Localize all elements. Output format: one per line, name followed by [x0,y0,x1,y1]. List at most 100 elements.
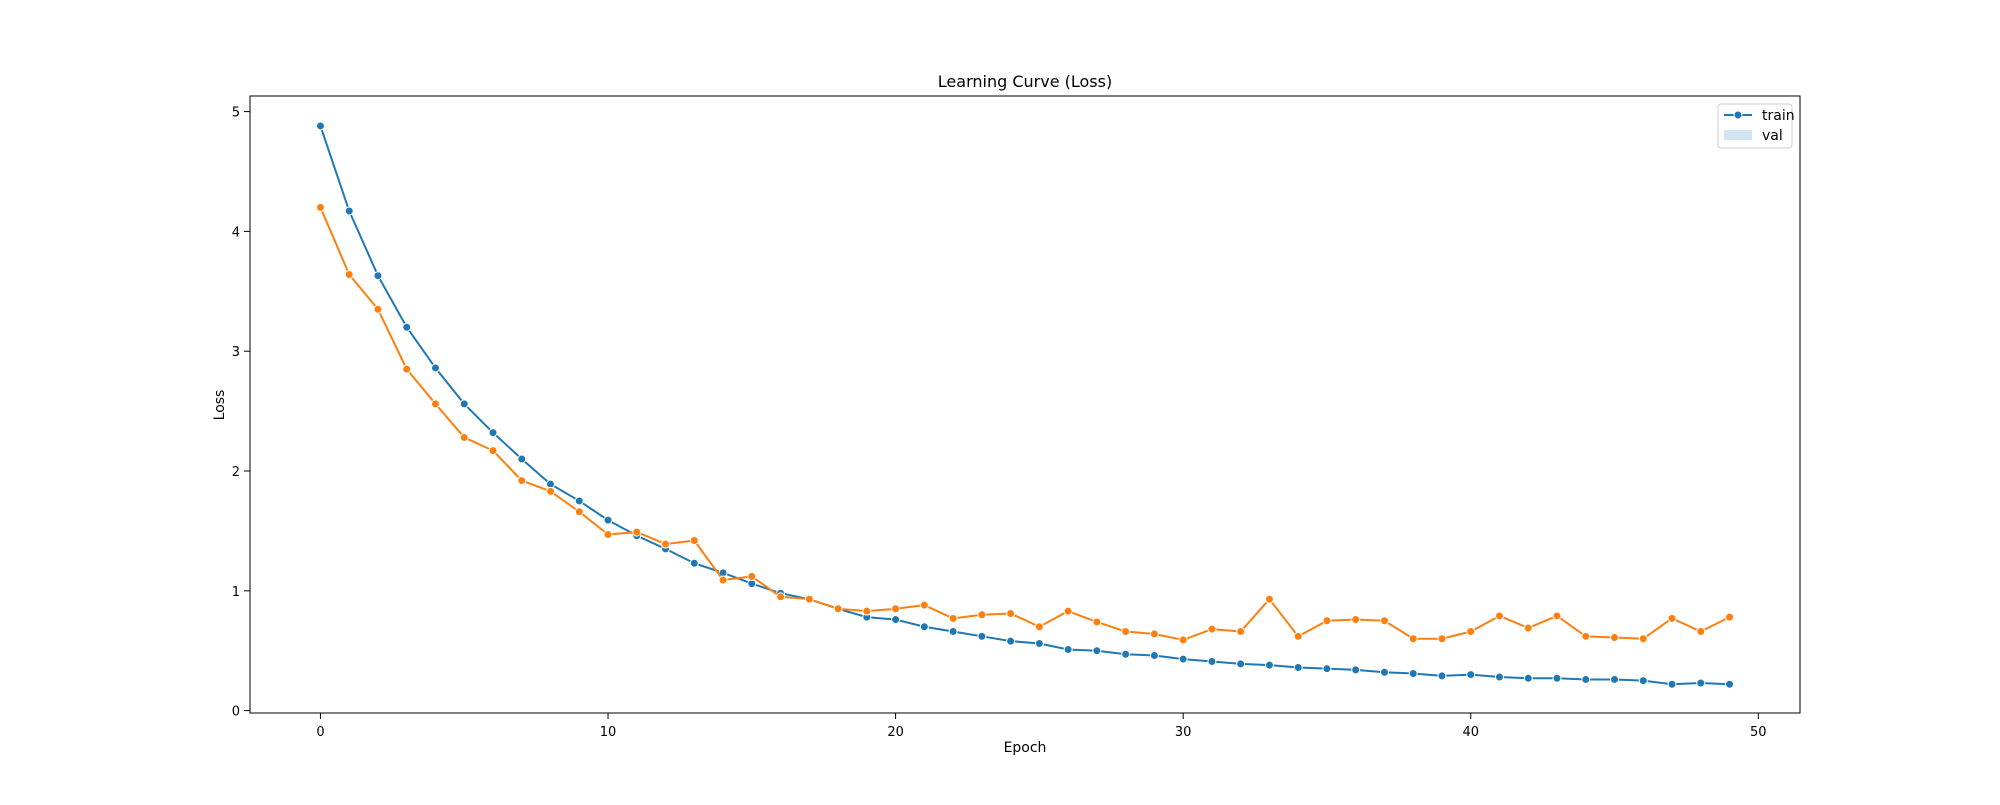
legend-train-marker [1733,110,1743,120]
train-series-point [1552,673,1562,683]
train-series-point [1638,676,1648,686]
y-tick-label: 2 [232,465,240,480]
train-series-point [517,454,527,464]
val-series-point [689,535,699,545]
train-series-point [430,363,440,373]
train-series-point [1149,650,1159,660]
val-series-point [574,507,584,517]
plot-frame [249,95,1801,714]
val-series-point [661,539,671,549]
val-series-point [1264,594,1274,604]
y-tick-label: 1 [232,585,240,600]
train-series-point [1437,671,1447,681]
val-series-point [603,529,613,539]
train-series-point [488,428,498,438]
x-tick-label: 30 [1175,725,1192,740]
val-series-point [1408,634,1418,644]
val-series-point [1293,631,1303,641]
val-series-point [517,476,527,486]
val-series-point [1725,612,1735,622]
val-series-point [546,486,556,496]
train-series-point [459,399,469,409]
val-series-point [833,604,843,614]
train-series-point [689,558,699,568]
legend-val-swatch [1724,130,1752,140]
train-series-point [1408,668,1418,678]
val-series-line [319,207,1730,641]
val-series-point [977,610,987,620]
val-series-point [488,446,498,456]
legend-val-label: val [1762,128,1783,144]
train-series-point [1667,679,1677,689]
train-series-point [1696,678,1706,688]
ticks-layer: 0 10 20 30 40 50 0 1 2 3 4 5 [232,106,1767,740]
train-series-point [344,206,354,216]
val-series-point [747,571,757,581]
val-series-point [1552,611,1562,621]
train-series-point [373,271,383,281]
train-series-point [1610,674,1620,684]
train-series-point [1322,664,1332,674]
val-series-point [1236,627,1246,637]
train-series-point [1006,636,1016,646]
val-series-point [776,592,786,602]
val-series-point [1034,622,1044,632]
val-series-point [804,594,814,604]
val-series-point [1437,634,1447,644]
train-series-line [319,125,1730,686]
y-tick-label: 0 [232,705,240,720]
val-series-point [1379,616,1389,626]
val-series-point [1494,611,1504,621]
val-series-point [1638,634,1648,644]
x-tick-label: 20 [887,725,904,740]
train-series-point [1725,679,1735,689]
legend: train val [1717,103,1795,149]
y-axis-label: Loss [212,390,228,421]
train-series-point [315,121,325,131]
x-tick-label: 50 [1750,725,1767,740]
train-series-point [1351,665,1361,675]
train-series-point [603,515,613,525]
val-series-point [718,575,728,585]
chart-title: Learning Curve (Loss) [938,72,1112,91]
val-series-point [344,270,354,280]
train-series-point [1494,672,1504,682]
val-series-point [1149,629,1159,639]
val-series-point [919,600,929,610]
val-series-point [891,604,901,614]
y-tick-label: 3 [232,345,240,360]
val-series-point [1581,631,1591,641]
val-series-point [1351,615,1361,625]
train-series-point [891,615,901,625]
val-series-point [948,613,958,623]
val-series-point [315,202,325,212]
x-tick-label: 0 [316,725,324,740]
val-series-point [1207,624,1217,634]
series-layer [315,121,1735,689]
val-series-point [430,399,440,409]
val-series-point [1322,616,1332,626]
val-series [315,202,1735,645]
x-tick-label: 10 [600,725,617,740]
train-series-point [402,322,412,332]
val-series-point [1696,627,1706,637]
train-series-point [1264,660,1274,670]
x-axis-label: Epoch [1004,740,1047,756]
val-series-point [402,364,412,374]
train-series-point [977,631,987,641]
x-tick-label: 40 [1462,725,1479,740]
train-series-point [1207,656,1217,666]
y-tick-label: 4 [232,225,240,240]
train-series-point [1581,674,1591,684]
val-series-point [1063,606,1073,616]
train-series-point [948,627,958,637]
train-series-point [1466,670,1476,680]
val-series-point [1178,635,1188,645]
train-series-point [574,496,584,506]
train-series-point [1523,673,1533,683]
val-series-point [1006,609,1016,619]
train-series-point [1178,654,1188,664]
val-series-point [1667,613,1677,623]
